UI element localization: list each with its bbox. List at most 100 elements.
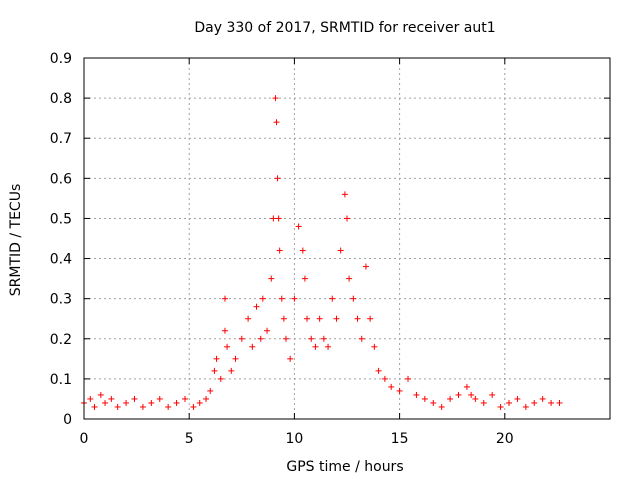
data-point — [273, 119, 280, 126]
data-point — [97, 391, 104, 398]
data-point — [131, 395, 138, 402]
data-point — [556, 399, 563, 406]
data-point — [337, 247, 344, 254]
data-point — [325, 343, 332, 350]
data-point — [278, 295, 285, 302]
y-tick-label: 0.3 — [50, 292, 72, 308]
data-point — [280, 315, 287, 322]
data-point — [468, 391, 475, 398]
plot-frame — [83, 57, 611, 420]
data-point — [421, 395, 428, 402]
data-point — [405, 375, 412, 382]
data-point — [480, 399, 487, 406]
data-point — [489, 391, 496, 398]
data-point — [539, 395, 546, 402]
y-tick-label: 0.7 — [50, 131, 72, 147]
data-point — [295, 223, 302, 230]
data-point — [308, 335, 315, 342]
data-point — [381, 375, 388, 382]
x-tick-label: 20 — [496, 431, 514, 447]
data-point — [350, 295, 357, 302]
data-point — [463, 383, 470, 390]
data-point — [522, 403, 529, 410]
data-point — [249, 343, 256, 350]
data-point — [301, 275, 308, 282]
data-point — [388, 383, 395, 390]
data-point — [253, 303, 260, 310]
y-tick-label: 0.9 — [50, 51, 72, 67]
data-point — [472, 395, 479, 402]
data-point — [344, 215, 350, 222]
x-axis-label: GPS time / hours — [286, 459, 403, 475]
data-point — [358, 335, 365, 342]
y-tick-label: 0.8 — [50, 91, 72, 107]
data-point — [213, 355, 220, 362]
y-tick-label: 0.2 — [50, 332, 72, 348]
x-tick-label: 15 — [391, 431, 409, 447]
y-tick-label: 0.6 — [50, 171, 72, 187]
data-point — [275, 215, 282, 222]
data-point — [430, 399, 437, 406]
data-point — [282, 335, 289, 342]
data-point — [221, 295, 228, 302]
data-point — [181, 395, 188, 402]
data-point — [108, 395, 115, 402]
axis-ticks: 0 5 10 15 20 0 0.1 0.2 0.3 0.4 0.5 0.6 0.7 0.8 0.9 — [50, 51, 610, 447]
data-point — [211, 367, 218, 374]
x-tick-label: 0 — [80, 431, 89, 447]
data-point — [196, 399, 203, 406]
data-point — [346, 275, 353, 282]
y-tick-label: 0.5 — [50, 211, 72, 227]
data-point — [375, 367, 382, 374]
data-point — [270, 215, 277, 222]
data-point — [264, 327, 271, 334]
data-point — [455, 391, 462, 398]
data-point — [190, 403, 197, 410]
data-point — [87, 395, 94, 402]
data-point — [354, 315, 361, 322]
data-point — [312, 343, 319, 350]
data-point — [287, 355, 294, 362]
data-point — [207, 387, 214, 394]
data-point — [341, 191, 348, 198]
y-axis-label: SRMTID / TECUs — [8, 184, 24, 297]
data-point — [238, 335, 245, 342]
data-point — [329, 295, 336, 302]
data-point — [320, 335, 327, 342]
data-point — [438, 403, 445, 410]
data-point — [259, 295, 266, 302]
data-point — [291, 295, 298, 302]
data-point — [506, 399, 513, 406]
data-point — [91, 403, 98, 410]
data-point — [203, 395, 210, 402]
data-point — [367, 315, 374, 322]
data-point — [333, 315, 340, 322]
data-point — [514, 395, 521, 402]
data-point — [123, 399, 130, 406]
data-point — [257, 335, 264, 342]
data-point — [173, 399, 180, 406]
data-point — [276, 247, 283, 254]
data-point — [316, 315, 323, 322]
data-point — [228, 367, 235, 374]
data-point — [156, 395, 163, 402]
data-point — [221, 327, 228, 334]
data-point — [371, 343, 378, 350]
y-tick-label: 0 — [63, 412, 72, 428]
data-point — [396, 387, 403, 394]
data-point — [272, 95, 279, 102]
data-point — [102, 399, 109, 406]
data-point — [413, 391, 420, 398]
data-point — [362, 263, 369, 270]
data-point — [245, 315, 252, 322]
data-points — [81, 95, 563, 410]
y-tick-label: 0.4 — [50, 252, 72, 268]
data-point — [139, 403, 146, 410]
data-point — [497, 403, 504, 410]
data-point — [447, 395, 454, 402]
data-point — [299, 247, 306, 254]
data-point — [304, 315, 311, 322]
data-point — [148, 399, 155, 406]
data-point — [224, 343, 231, 350]
